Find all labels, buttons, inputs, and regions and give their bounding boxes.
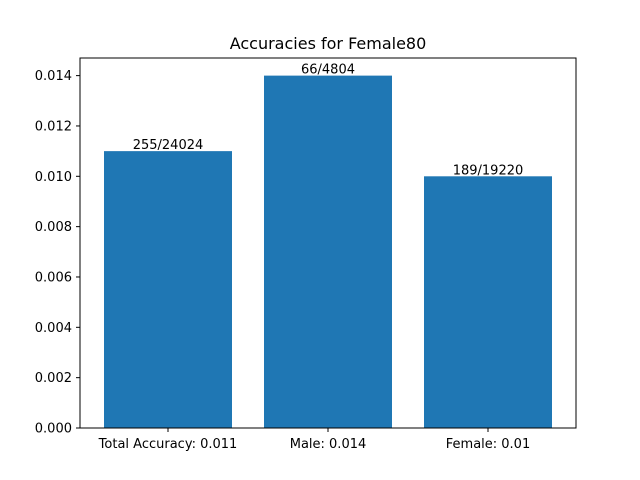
- x-tick-label: Male: 0.014: [290, 437, 367, 452]
- y-tick-label: 0.006: [35, 270, 72, 285]
- bars-group: 255/24024 66/4804 189/19220: [104, 63, 552, 428]
- bar: [104, 151, 232, 428]
- chart-title: Accuracies for Female80: [230, 34, 427, 53]
- x-tick-label: Female: 0.01: [446, 437, 530, 452]
- y-tick-label: 0.012: [35, 119, 72, 134]
- bar-value-label: 255/24024: [133, 138, 204, 153]
- bar: [264, 75, 392, 428]
- x-axis: Total Accuracy: 0.011 Male: 0.014 Female: …: [98, 428, 530, 452]
- y-tick-label: 0.000: [35, 422, 72, 437]
- y-tick-label: 0.010: [35, 170, 72, 185]
- bar-value-label: 189/19220: [453, 163, 524, 178]
- y-tick-label: 0.002: [35, 371, 72, 386]
- y-axis: 0.000 0.002 0.004 0.006 0.008 0.010 0.012 0.014: [35, 69, 80, 437]
- plot-frame: [79, 57, 577, 429]
- y-tick-label: 0.004: [35, 321, 72, 336]
- y-tick-label: 0.008: [35, 220, 72, 235]
- bar-value-label: 66/4804: [301, 63, 355, 78]
- y-tick-label: 0.014: [35, 69, 72, 84]
- bar: [424, 176, 552, 428]
- x-tick-label: Total Accuracy: 0.011: [98, 437, 238, 452]
